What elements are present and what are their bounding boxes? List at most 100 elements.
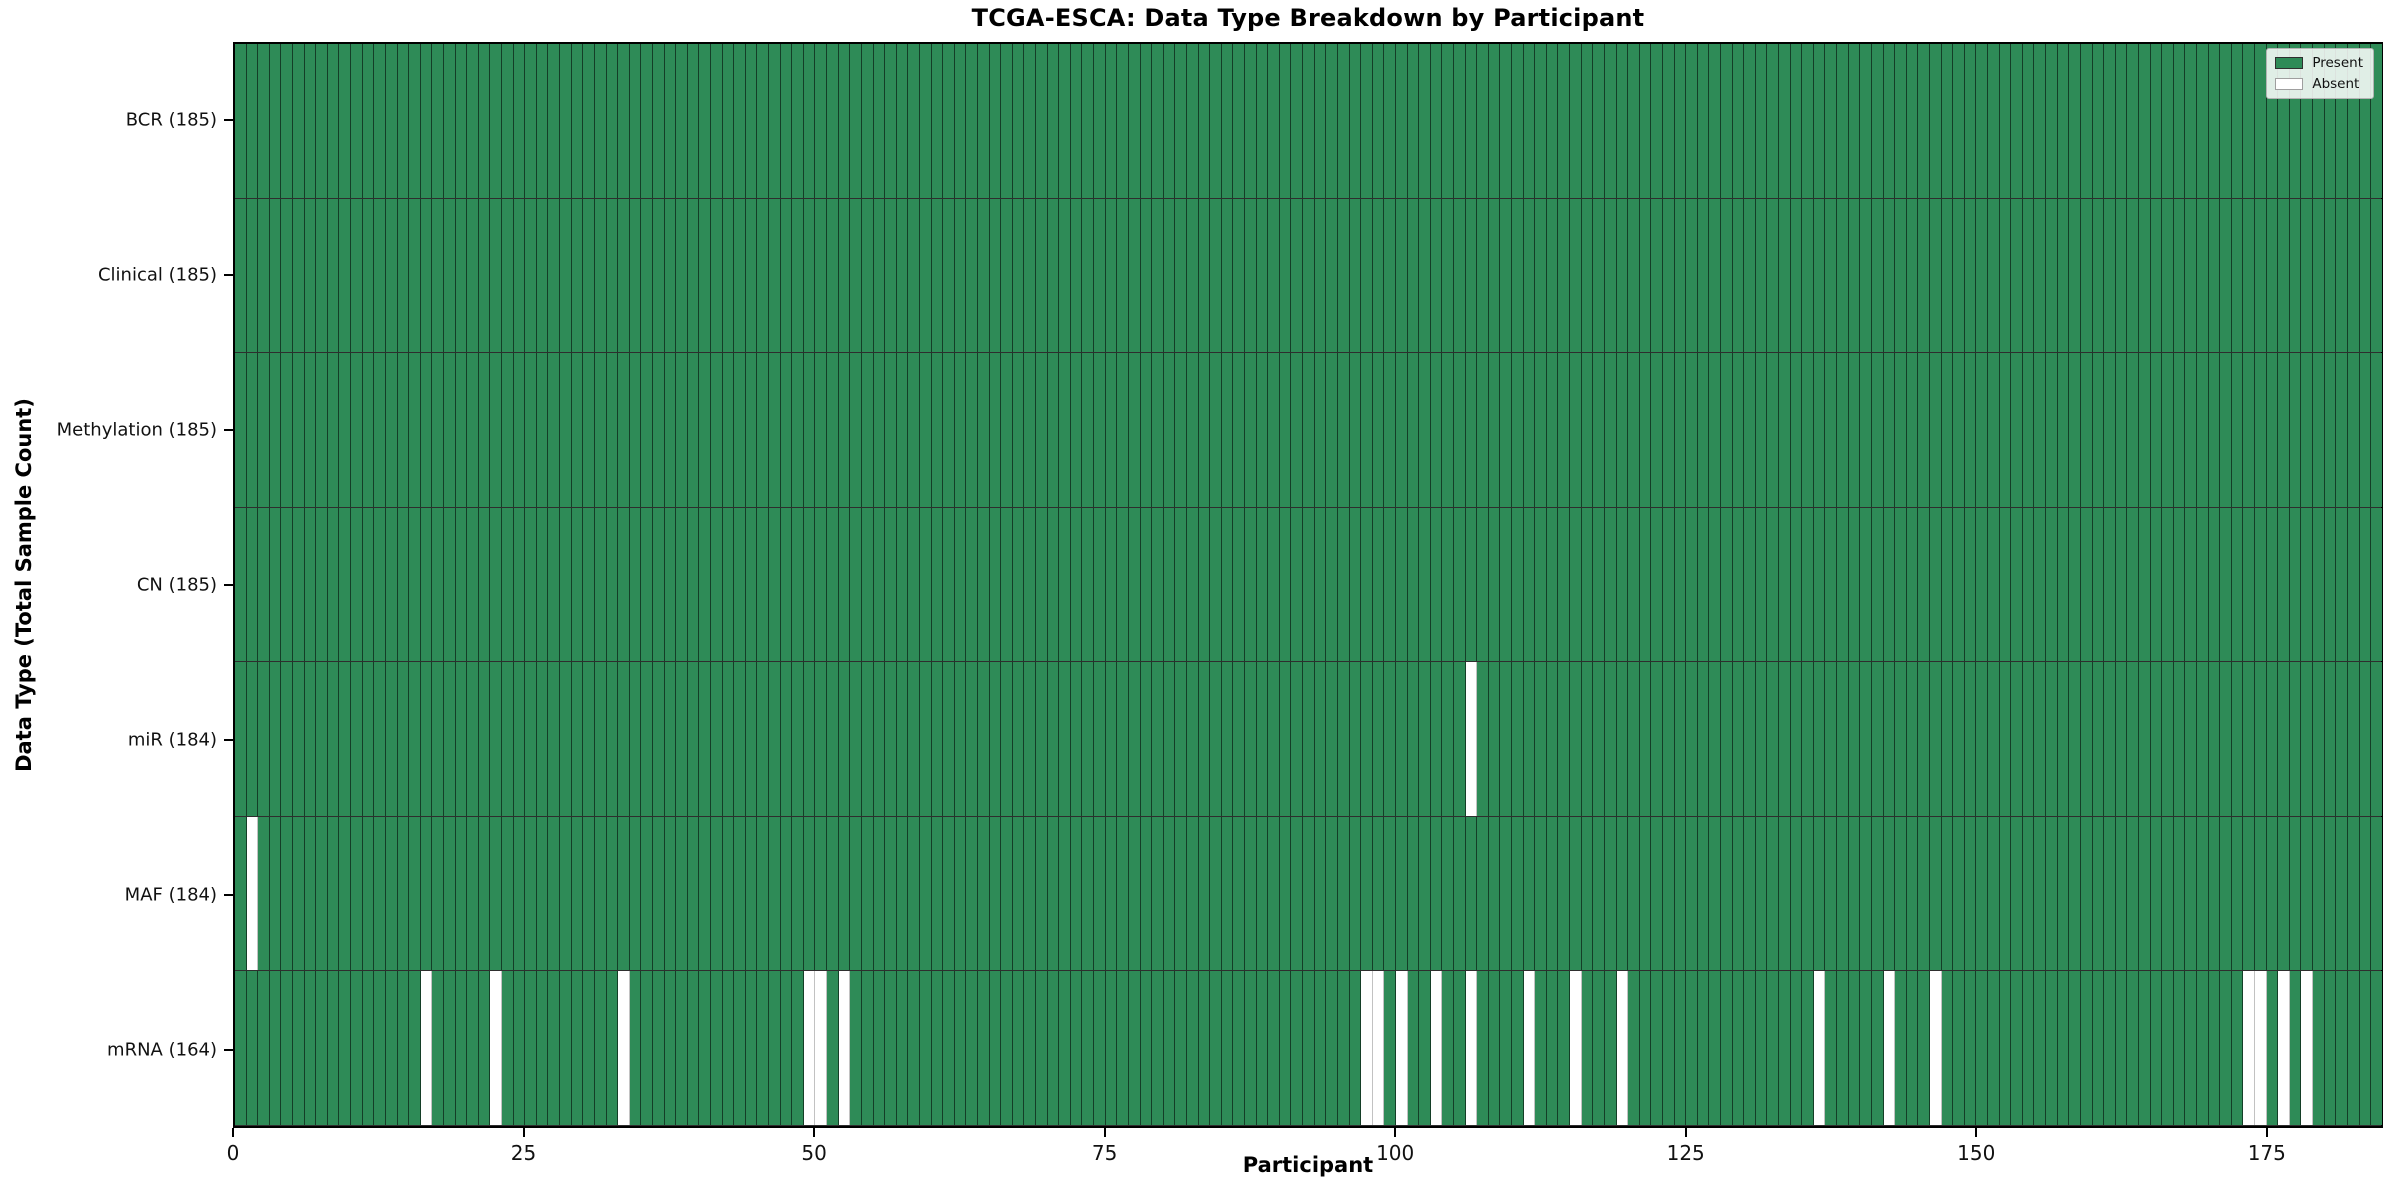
heatmap-cell: [1059, 662, 1071, 816]
heatmap-cell: [2208, 44, 2221, 198]
heatmap-cell: [1860, 507, 1872, 662]
heatmap-cell: [1477, 198, 1489, 353]
heatmap-cell: [2371, 198, 2382, 353]
heatmap-cell: [838, 507, 851, 662]
heatmap-cell: [1024, 44, 1037, 198]
heatmap-cell: [2162, 662, 2174, 816]
heatmap-cell: [304, 353, 317, 507]
heatmap-cell: [954, 198, 967, 353]
heatmap-cell: [2208, 971, 2221, 1126]
heatmap-cell: [1036, 198, 1048, 353]
heatmap-cell: [1198, 507, 1211, 662]
heatmap-cell: [954, 507, 967, 662]
heatmap-cell: [1488, 198, 1501, 353]
heatmap-cell: [989, 44, 1002, 198]
heatmap-cell: [2185, 507, 2197, 662]
heatmap-cell: [316, 662, 328, 816]
heatmap-cell: [1802, 353, 1814, 507]
heatmap-cell: [1860, 198, 1872, 353]
heatmap-cell: [327, 662, 340, 816]
heatmap-cell: [1616, 198, 1629, 353]
heatmap-cell: [792, 662, 804, 816]
heatmap-cell: [1825, 198, 1838, 353]
heatmap-cell: [641, 662, 653, 816]
heatmap-cell: [2336, 816, 2348, 971]
heatmap-cell: [1163, 971, 1176, 1126]
heatmap-cell: [1070, 662, 1083, 816]
heatmap-cell: [327, 44, 340, 198]
heatmap-cell: [1929, 816, 1942, 971]
heatmap-cell: [1767, 816, 1780, 971]
heatmap-cell: [2011, 507, 2023, 662]
x-tick-mark: [1103, 1128, 1106, 1137]
heatmap-cell: [2347, 816, 2360, 971]
heatmap-cell: [1453, 44, 1466, 198]
heatmap-cell: [978, 507, 990, 662]
heatmap-cell: [803, 198, 816, 353]
heatmap-cell: [432, 44, 444, 198]
heatmap-cell: [1825, 44, 1838, 198]
heatmap-cell: [943, 198, 955, 353]
heatmap-cell: [896, 816, 909, 971]
heatmap-cell: [2173, 198, 2186, 353]
heatmap-cell: [1767, 44, 1780, 198]
heatmap-cell: [1976, 662, 1989, 816]
heatmap-cell: [1372, 507, 1385, 662]
heatmap-cell: [676, 353, 688, 507]
heatmap-cell: [1581, 816, 1594, 971]
heatmap-cell: [1848, 44, 1861, 198]
heatmap-cell: [525, 353, 537, 507]
heatmap-cell: [1488, 816, 1501, 971]
heatmap-cell: [467, 662, 479, 816]
heatmap-cell: [1221, 816, 1234, 971]
heatmap-cell: [1628, 353, 1640, 507]
heatmap-cell: [2289, 816, 2302, 971]
heatmap-cell: [1175, 662, 1187, 816]
heatmap-cell: [1337, 662, 1350, 816]
heatmap-cell: [1999, 816, 2012, 971]
heatmap-cell: [443, 662, 456, 816]
heatmap-cell: [1477, 44, 1489, 198]
heatmap-cell: [2104, 662, 2116, 816]
heatmap-cell: [769, 198, 781, 353]
heatmap-cell: [2278, 198, 2290, 353]
heatmap-cell: [1662, 971, 1675, 1126]
heatmap-cell: [757, 44, 770, 198]
heatmap-cell: [1581, 44, 1594, 198]
heatmap-cell: [1128, 507, 1141, 662]
heatmap-cell: [2069, 816, 2081, 971]
heatmap-cell: [1721, 816, 1733, 971]
heatmap-cell: [1036, 353, 1048, 507]
heatmap-cell: [2243, 816, 2256, 971]
heatmap-cell: [269, 816, 282, 971]
heatmap-cell: [293, 507, 305, 662]
y-tick-label: Clinical (185): [97, 264, 217, 286]
heatmap-cell: [1442, 662, 1454, 816]
heatmap-cell: [1686, 507, 1698, 662]
heatmap-cell: [1430, 44, 1443, 198]
heatmap-cell: [2243, 662, 2256, 816]
heatmap-cell: [1512, 44, 1524, 198]
heatmap-cell: [583, 44, 595, 198]
heatmap-cell: [1686, 44, 1698, 198]
heatmap-cell: [1848, 971, 1861, 1126]
heatmap-cell: [467, 816, 479, 971]
heatmap-cell: [2231, 971, 2244, 1126]
heatmap-cell: [490, 816, 503, 971]
heatmap-cell: [2069, 507, 2081, 662]
heatmap-cell: [792, 198, 804, 353]
heatmap-cell: [2371, 44, 2382, 198]
heatmap-cell: [2138, 816, 2151, 971]
heatmap-cell: [351, 662, 363, 816]
heatmap-cell: [919, 662, 932, 816]
heatmap-cell: [699, 198, 711, 353]
heatmap-cell: [351, 507, 363, 662]
heatmap-cell: [1732, 662, 1745, 816]
heatmap-cell: [1813, 816, 1826, 971]
heatmap-cell: [374, 44, 386, 198]
heatmap-cell: [2011, 816, 2023, 971]
heatmap-cell: [710, 198, 723, 353]
heatmap-cell: [803, 44, 816, 198]
heatmap-cell: [1837, 816, 1849, 971]
heatmap-cell: [606, 44, 619, 198]
